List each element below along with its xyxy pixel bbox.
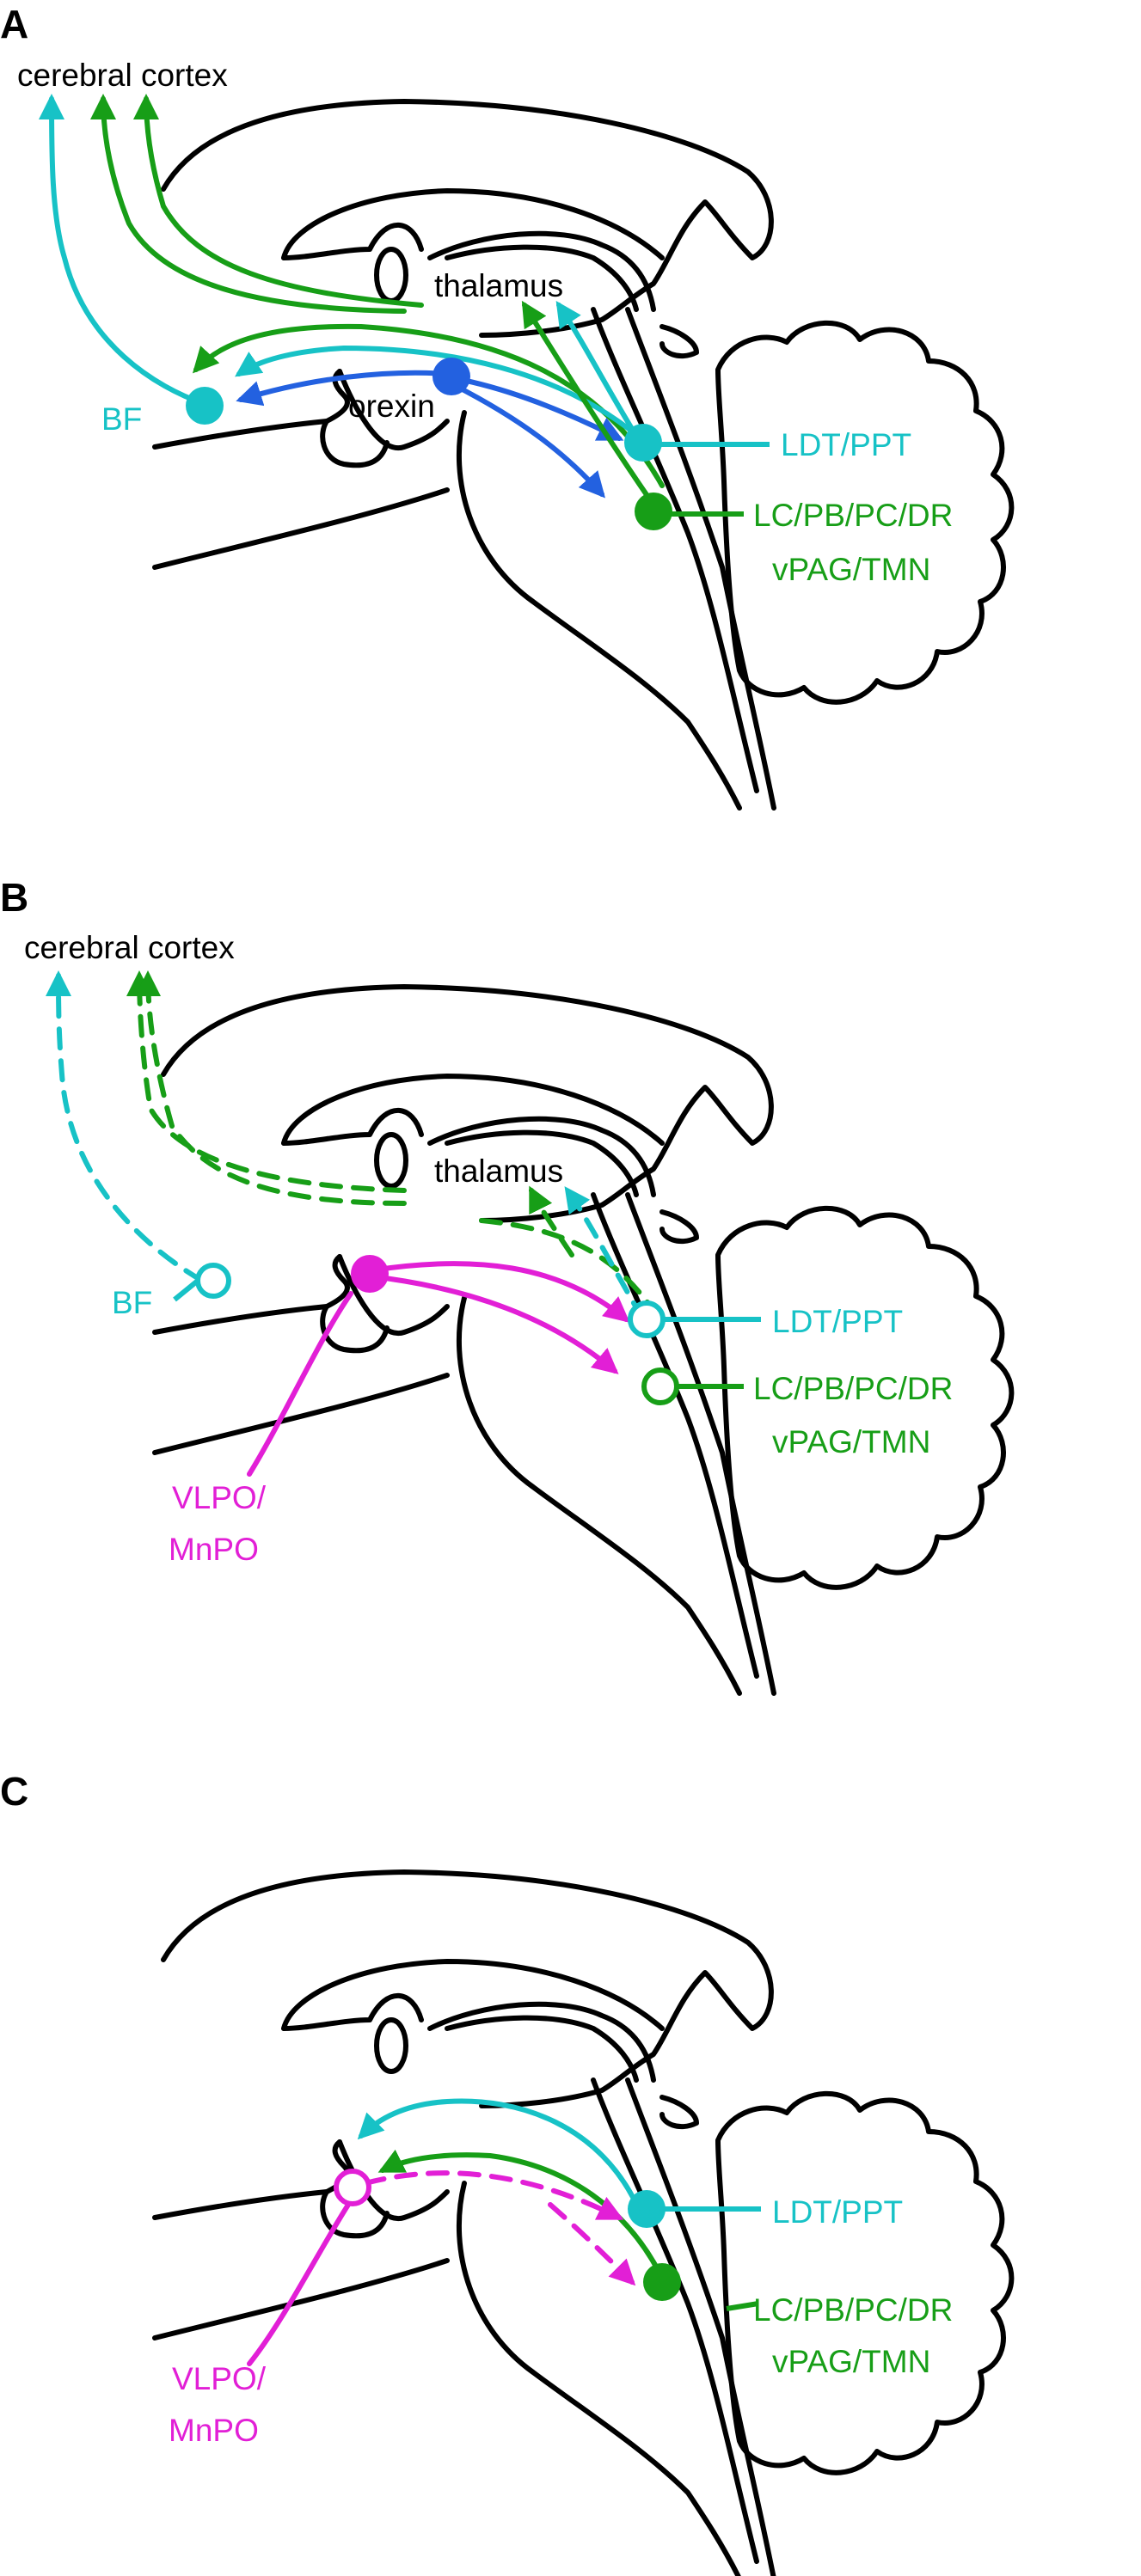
thalamus-label-a: thalamus [434, 268, 563, 303]
vlpo-node-b [351, 1255, 389, 1293]
vlpo-label-b-line1: VLPO/ [172, 1480, 267, 1515]
lc-label-a-line2: vPAG/TMN [772, 552, 930, 587]
vlpo-label-c-line2: MnPO [169, 2413, 259, 2448]
vlpo-to-ldt-path-b [369, 1261, 630, 1323]
ldt-label-b: LDT/PPT [772, 1304, 903, 1339]
bf-to-cortex-path-a [39, 94, 207, 407]
ldt-node-a [624, 424, 662, 462]
lc-to-cortex-path-b-1 [126, 970, 407, 1193]
lc-label-a-line1: LC/PB/PC/DR [753, 498, 953, 533]
ldt-node-b [628, 1300, 666, 1338]
panel-c-label: C [0, 1769, 28, 1814]
lc-node-a [635, 493, 672, 530]
panel-c: C LDT/PPT LC/PB/PC/DR vPAG/TMN VLPO/ MnP… [0, 1769, 1011, 2576]
orexin-to-ldt-path-a [451, 376, 624, 441]
vlpo-to-lc-path-c [548, 2202, 636, 2286]
lc-thal-up-b [529, 1185, 574, 1257]
lc-node-b [641, 1368, 679, 1405]
brain-outline-b [155, 987, 1011, 1693]
bf-node-a [186, 387, 224, 425]
lc-to-vlpo-path-c [377, 2149, 665, 2280]
vlpo-leader-line-b [247, 1291, 353, 1477]
ldt-label-c: LDT/PPT [772, 2194, 903, 2230]
lc-to-cortex-path-b-2 [135, 970, 407, 1206]
ldt-to-thalamus-path-b [564, 1186, 646, 1322]
vlpo-leader-line-c [247, 2202, 351, 2366]
lc-label-b-line1: LC/PB/PC/DR [753, 1371, 953, 1406]
bf-to-cortex-path-b [46, 970, 205, 1283]
bf-label-b: BF [112, 1285, 152, 1320]
vlpo-to-ldt-path-c [363, 2170, 624, 2220]
cortex-label-a: cerebral cortex [17, 58, 228, 93]
lc-to-cortex-path-a-2 [133, 94, 424, 308]
vlpo-label-b-line2: MnPO [169, 1532, 259, 1567]
ldt-label-a: LDT/PPT [781, 427, 911, 462]
thalamus-label-b: thalamus [434, 1153, 563, 1189]
panel-b-label: B [0, 875, 28, 920]
orexin-label-a: orexin [348, 389, 435, 424]
lc-label-c-line2: vPAG/TMN [772, 2344, 930, 2379]
lc-to-cortex-path-a-1 [90, 94, 407, 314]
vlpo-node-c [334, 2169, 371, 2206]
orexin-to-lc-path-a [451, 382, 605, 499]
ldt-node-c [628, 2190, 666, 2228]
bf-label-a: BF [101, 401, 142, 437]
panel-a: A cerebral cortex thalamus orexin BF LDT… [0, 2, 1011, 808]
lc-node-c [643, 2263, 681, 2301]
lc-to-thalamus-path-b [479, 1218, 665, 1326]
ldt-to-vlpo-path-c [357, 2098, 643, 2216]
lc-connector-c [726, 2301, 759, 2311]
lc-label-c-line1: LC/PB/PC/DR [753, 2292, 953, 2328]
bf-connector-b [173, 1278, 199, 1302]
lc-label-b-line2: vPAG/TMN [772, 1424, 930, 1459]
bf-node-b [195, 1263, 231, 1299]
lc-to-thalamus-path-a [521, 300, 652, 501]
vlpo-label-c-line1: VLPO/ [172, 2361, 267, 2396]
panel-b: B cerebral cortex thalamus BF LDT/PPT LC… [0, 875, 1011, 1693]
orexin-to-bf-path-a [236, 370, 450, 407]
orexin-node-a [432, 358, 470, 395]
ldt-to-bf-path-a [235, 345, 643, 441]
panel-a-label: A [0, 2, 28, 46]
vlpo-to-lc-path-b [369, 1274, 619, 1374]
cortex-label-b: cerebral cortex [24, 930, 235, 965]
